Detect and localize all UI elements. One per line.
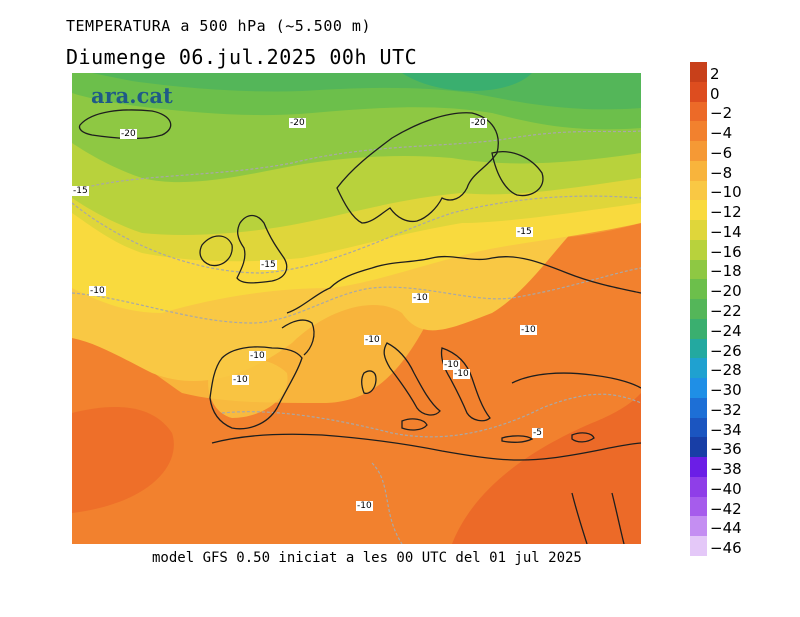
colorbar-label: −46	[710, 539, 742, 558]
colorbar-label: −42	[710, 499, 742, 518]
colorbar-swatch	[690, 62, 707, 83]
colorbar-label: −12	[710, 203, 742, 222]
colorbar-label: −4	[710, 124, 733, 143]
contour-label: -20	[120, 129, 137, 139]
colorbar-label: −28	[710, 361, 742, 380]
colorbar-label: −26	[710, 341, 742, 360]
contour-label: -10	[412, 293, 429, 303]
colorbar-swatch	[690, 180, 707, 201]
colorbar-swatch	[690, 160, 707, 182]
colorbar-swatch	[690, 476, 707, 498]
colorbar-swatch	[690, 338, 707, 359]
colorbar-label: −22	[710, 302, 742, 320]
contour-label: -10	[232, 375, 249, 385]
colorbar-swatch	[690, 437, 707, 458]
colorbar	[690, 62, 707, 557]
colorbar-swatch	[690, 378, 707, 399]
colorbar-label: 0	[710, 84, 720, 103]
colorbar-label: −30	[710, 381, 742, 400]
contour-label: -10	[443, 360, 460, 370]
colorbar-swatch	[690, 121, 707, 142]
colorbar-swatch	[690, 101, 707, 122]
colorbar-label: −18	[710, 262, 742, 281]
colorbar-label: −36	[710, 440, 742, 459]
colorbar-label: −24	[710, 321, 742, 340]
contour-label: -10	[453, 369, 470, 379]
contour-label: -10	[364, 335, 381, 345]
ara-cat-logo: ara.cat	[91, 83, 173, 108]
colorbar-swatch	[690, 141, 707, 162]
contour-label: -10	[249, 351, 266, 361]
contour-label: -15	[516, 227, 533, 237]
colorbar-label: −44	[710, 519, 742, 538]
colorbar-label: −10	[710, 183, 742, 202]
colorbar-swatch	[690, 397, 707, 419]
colorbar-swatch	[690, 200, 707, 221]
colorbar-swatch	[690, 81, 707, 102]
colorbar-swatch	[690, 536, 707, 557]
colorbar-swatch	[690, 318, 707, 340]
colorbar-label: −6	[710, 143, 733, 162]
colorbar-label: −34	[710, 420, 742, 439]
colorbar-label: −32	[710, 400, 742, 419]
colorbar-label: −14	[710, 222, 742, 241]
colorbar-swatch	[690, 239, 707, 261]
contour-label: -10	[520, 325, 537, 335]
colorbar-swatch	[690, 299, 707, 320]
colorbar-swatch	[690, 259, 707, 280]
colorbar-labels: 2 0 −2 −4 −6 −8 −10 −12 −14 −16 −18 −20 −22 −24 −26 −28…	[710, 62, 770, 556]
colorbar-swatch	[690, 417, 707, 438]
colorbar-swatch	[690, 279, 707, 300]
colorbar-label: −38	[710, 460, 742, 479]
colorbar-swatch	[690, 516, 707, 537]
colorbar-label: −8	[710, 163, 733, 182]
contour-label: -15	[260, 260, 277, 270]
chart-title: TEMPERATURA a 500 hPa (~5.500 m)	[66, 17, 371, 35]
contour-label: -20	[289, 118, 306, 128]
contour-label: -10	[356, 501, 373, 511]
colorbar-label: −2	[710, 104, 733, 123]
colorbar-swatch	[690, 457, 707, 478]
contour-label: -5	[532, 428, 543, 438]
contour-label: -15	[72, 186, 89, 196]
colorbar-swatch	[690, 358, 707, 379]
contour-label: -10	[89, 286, 106, 296]
colorbar-swatch	[690, 220, 707, 241]
temperature-map: ara.cat -20 -20 -20 -15 -15 -15 -10 -10 …	[72, 73, 641, 544]
colorbar-label: −40	[710, 479, 742, 498]
colorbar-label: −20	[710, 282, 742, 301]
chart-subtitle: Diumenge 06.jul.2025 00h UTC	[66, 45, 418, 69]
colorbar-label: 2	[710, 64, 720, 83]
colorbar-swatch	[690, 496, 707, 517]
contour-label: -20	[470, 118, 487, 128]
model-footer: model GFS 0.50 iniciat a les 00 UTC del …	[152, 550, 582, 566]
colorbar-label: −16	[710, 242, 742, 261]
